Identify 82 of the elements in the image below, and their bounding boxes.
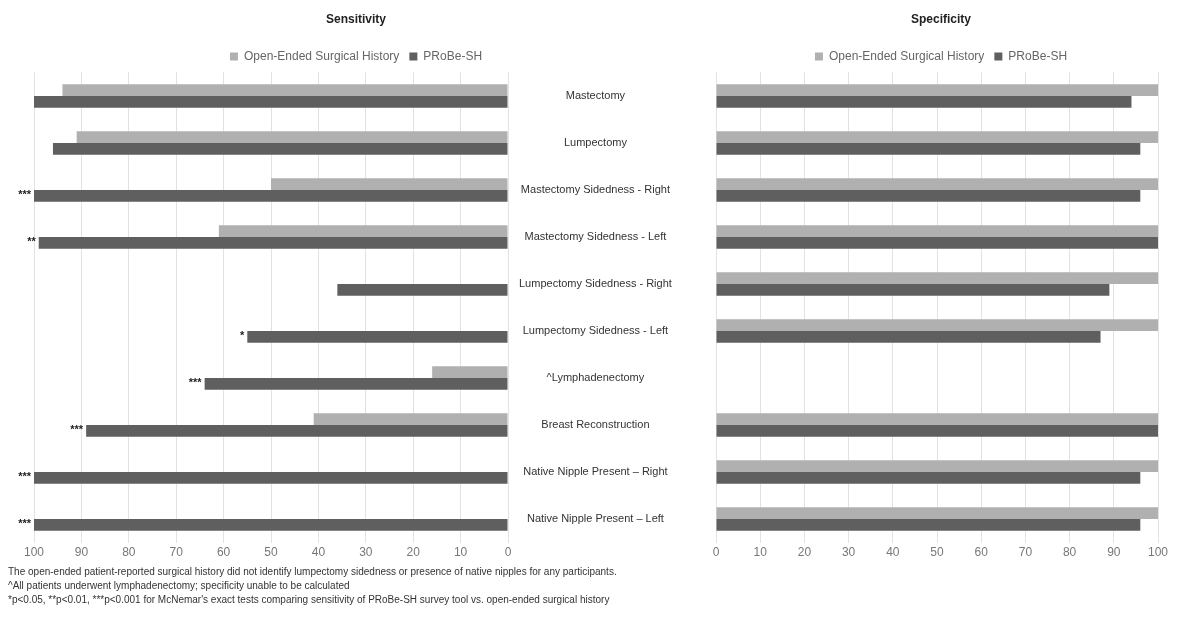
bar <box>716 95 1132 108</box>
x-tick-label: 60 <box>216 545 231 560</box>
chart-title: Sensitivity <box>325 11 387 26</box>
bar <box>76 131 508 143</box>
x-tick-label: 100 <box>1147 545 1169 560</box>
bar <box>218 225 508 237</box>
y-tick-label: Mastectomy Sidedness - Left <box>524 230 667 242</box>
bar <box>716 236 1158 249</box>
text: The open-ended patient-reported surgical history did not identify lumpectomy sidedness or presence of native nipples for any participants. <box>8 565 618 579</box>
x-tick-label: 10 <box>753 545 768 560</box>
bar <box>716 189 1141 202</box>
bar <box>62 84 508 96</box>
bar <box>716 272 1158 284</box>
bar <box>247 331 508 343</box>
x-tick-label: 30 <box>359 545 373 560</box>
annotation: *** <box>188 376 203 389</box>
bar <box>716 142 1141 155</box>
y-tick-label: Mastectomy <box>565 88 626 101</box>
y-tick-label: Native Nipple Present – Left <box>526 512 664 525</box>
x-tick-label: 0 <box>504 545 512 560</box>
bar <box>34 519 508 531</box>
annotation: * <box>240 329 246 342</box>
y-tick-label: Native Nipple Present – Right <box>523 465 668 478</box>
bar <box>716 472 1141 484</box>
bar <box>432 366 508 379</box>
y-tick-label: Lumpectomy Sidedness - Right <box>519 277 672 290</box>
x-tick-label: 60 <box>974 545 989 560</box>
bar <box>34 95 508 108</box>
bar <box>716 178 1158 190</box>
x-tick-label: 100 <box>23 545 45 560</box>
x-tick-label: 20 <box>406 545 421 560</box>
annotation: *** <box>18 517 32 530</box>
legend-label: Open-Ended Surgical History <box>828 48 985 63</box>
x-tick-label: 0 <box>712 545 720 560</box>
y-tick-label: ^Lymphadenectomy <box>546 371 645 384</box>
x-tick-label: 50 <box>264 545 278 560</box>
bar <box>34 472 508 484</box>
y-tick-label: Breast Reconstruction <box>541 418 650 431</box>
bar <box>716 507 1158 520</box>
bar <box>716 331 1101 343</box>
bar <box>52 142 508 155</box>
x-tick-label: 90 <box>74 545 89 560</box>
y-tick-label: Lumpectomy Sidedness - Left <box>522 324 669 337</box>
bar <box>204 378 508 390</box>
legend-label: Open-Ended Surgical History <box>243 48 400 63</box>
x-tick-label: 70 <box>1018 545 1033 560</box>
bar <box>716 460 1158 473</box>
bar <box>716 519 1141 531</box>
x-tick-label: 40 <box>886 545 900 560</box>
legend-label: PRoBe-SH <box>423 48 483 63</box>
x-tick-label: 10 <box>453 545 468 560</box>
y-tick-label: Lumpectomy <box>563 135 628 148</box>
y-tick-label: Mastectomy Sidedness - Right <box>520 182 671 195</box>
bar <box>716 84 1158 96</box>
annotation: *** <box>18 187 32 200</box>
bar <box>716 283 1110 296</box>
bar <box>86 425 508 437</box>
bar <box>337 283 508 296</box>
text: *p<0.05, **p<0.01, ***p<0.001 for McNemar's exact tests comparing sensitivity of PRoBe-SH survey tool vs. open-ended surgical history <box>8 593 611 607</box>
text: ^All patients underwent lymphadenectomy; specificity unable to be calculated <box>8 579 351 593</box>
x-tick-label: 50 <box>930 545 944 560</box>
bar <box>716 319 1158 332</box>
x-tick-label: 90 <box>1107 545 1121 560</box>
x-tick-label: 20 <box>797 545 812 560</box>
bar <box>716 225 1158 237</box>
x-tick-label: 40 <box>311 545 326 560</box>
bar <box>38 236 508 249</box>
x-tick-label: 30 <box>841 545 856 560</box>
bar <box>716 425 1158 437</box>
annotation: *** <box>70 423 84 436</box>
bar <box>313 413 508 426</box>
annotation: *** <box>18 470 32 483</box>
x-tick-label: 70 <box>169 545 184 560</box>
x-tick-label: 80 <box>1062 545 1077 560</box>
annotation: ** <box>27 235 37 247</box>
bar <box>34 189 508 202</box>
bar <box>271 178 508 190</box>
legend-label: PRoBe-SH <box>1008 48 1068 63</box>
x-tick-label: 80 <box>122 545 136 560</box>
bar <box>716 413 1158 426</box>
bar <box>716 131 1158 143</box>
chart-title: Specificity <box>910 11 972 26</box>
